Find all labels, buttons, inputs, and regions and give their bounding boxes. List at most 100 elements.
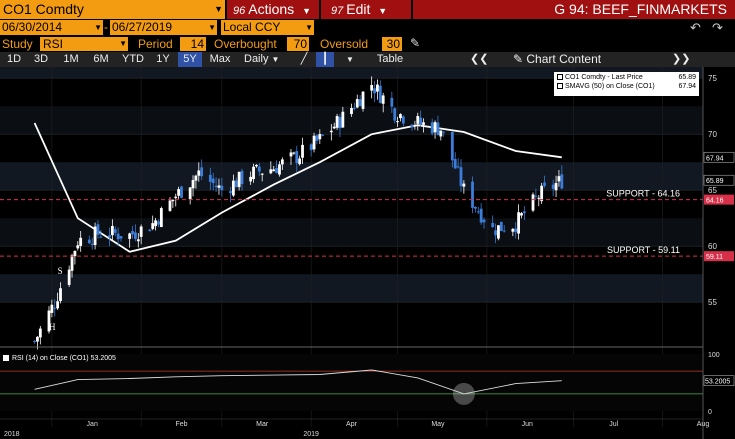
- candle-body: [269, 169, 273, 174]
- undo-icon[interactable]: ↶: [690, 20, 701, 35]
- actions-button[interactable]: 96 Actions ▼: [227, 0, 319, 19]
- frequency-text: Daily: [244, 53, 269, 65]
- range-5y-button[interactable]: 5Y: [178, 52, 202, 67]
- candle-body: [517, 212, 521, 234]
- candle-chart-icon[interactable]: ┃: [316, 52, 334, 67]
- candle-body: [560, 174, 564, 189]
- period-input[interactable]: 14: [180, 37, 206, 51]
- range-1d-button[interactable]: 1D: [6, 53, 22, 65]
- frequency-select[interactable]: Daily ▼: [240, 52, 292, 67]
- date-separator: -: [104, 20, 108, 34]
- candle-body: [419, 117, 423, 125]
- table-button[interactable]: Table: [376, 53, 404, 65]
- rsi-tag: [703, 375, 735, 386]
- candle-body: [174, 196, 178, 199]
- range-1m-button[interactable]: 1M: [63, 53, 79, 65]
- calendar-dropdown-icon[interactable]: ▼: [208, 23, 216, 32]
- candle-body: [390, 97, 394, 107]
- x-year-label: 2018: [4, 431, 20, 438]
- candle-body: [537, 197, 541, 199]
- rsi-tag-label: 53.2005: [705, 379, 730, 386]
- line-chart-icon[interactable]: ╱: [300, 53, 308, 65]
- study-row: Study RSI ▼ Period 14 Overbought 70 Over…: [0, 36, 735, 52]
- price-tag: [704, 251, 734, 262]
- candle-body: [220, 185, 224, 191]
- candle-body: [373, 88, 376, 94]
- expand-right-icon[interactable]: ❯❯: [672, 53, 691, 65]
- title-bar: CO1 Comdty ▼ 96 Actions ▼ 97 Edit ▼ G 94: …: [0, 0, 735, 19]
- rsi-tick-label: 0: [708, 409, 712, 416]
- candle-body: [442, 131, 446, 133]
- chart-content-button[interactable]: ✎ Chart Content: [513, 52, 613, 67]
- pencil-icon[interactable]: ✎: [410, 36, 421, 50]
- candle-body: [534, 195, 538, 197]
- range-6m-button[interactable]: 6M: [93, 53, 109, 65]
- start-date-field[interactable]: 06/30/2014 ▼: [0, 20, 103, 35]
- x-tick-label: Apr: [346, 421, 358, 428]
- candle-body: [543, 182, 546, 187]
- candle-body: [79, 237, 83, 246]
- security-field[interactable]: CO1 Comdty ▼: [0, 0, 225, 19]
- legend-price-row: CO1 Comdty - Last Price 65.89: [557, 72, 699, 83]
- candle-body: [430, 122, 434, 134]
- candle-body: [499, 221, 503, 231]
- candle-body: [96, 224, 100, 235]
- candle-body: [338, 117, 342, 129]
- candle-body: [70, 255, 74, 271]
- range-1y-button[interactable]: 1Y: [156, 53, 170, 65]
- candle-body: [341, 111, 345, 128]
- collapse-left-icon[interactable]: ❮❮: [470, 53, 489, 65]
- candle-body: [38, 328, 42, 338]
- edit-button[interactable]: 97 Edit ▼: [321, 0, 411, 19]
- candle-body: [318, 133, 322, 140]
- chart-type-dropdown-icon[interactable]: ▼: [346, 55, 354, 64]
- rsi-legend: RSI (14) on Close (CO1) 53.2005: [3, 355, 116, 362]
- candle-body: [352, 107, 356, 109]
- oversold-input[interactable]: 30: [382, 37, 402, 51]
- calendar-dropdown-icon[interactable]: ▼: [94, 23, 102, 32]
- chart-legend: CO1 Comdty - Last Price 65.89 SMAVG (50) …: [554, 72, 699, 96]
- actions-label: Actions: [248, 1, 295, 17]
- candle-body: [67, 269, 71, 285]
- study-select[interactable]: RSI ▼: [40, 37, 128, 51]
- redo-icon[interactable]: ↷: [712, 20, 723, 35]
- chevron-down-icon[interactable]: ▼: [119, 39, 127, 48]
- candle-body: [514, 228, 518, 233]
- legend-sma-value: 67.94: [678, 83, 696, 90]
- range-3d-button[interactable]: 3D: [33, 53, 49, 65]
- legend-sma-label: SMAVG (50) on Close (CO1): [565, 83, 655, 90]
- grid-band: [0, 162, 703, 191]
- candle-body: [401, 116, 405, 124]
- candle-body: [278, 164, 281, 175]
- chart-toolbar: 1D 3D 1M 6M YTD 1Y 5Y Max Daily ▼ ╱ ┃ ▼ …: [0, 52, 735, 67]
- price-tag-label: 64.16: [706, 198, 724, 205]
- price-tag-label: 65.89: [706, 178, 724, 185]
- y-tick-label: 55: [708, 298, 717, 307]
- candle-body: [59, 288, 62, 301]
- candle-body: [332, 126, 336, 129]
- candle-body: [234, 180, 238, 188]
- candle-body: [376, 84, 379, 92]
- candle-body: [393, 108, 397, 121]
- candle-body: [188, 187, 192, 200]
- candle-body: [396, 121, 399, 123]
- title-fill: G 94: BEEF_FINMARKETS: [413, 0, 735, 19]
- overbought-input[interactable]: 70: [287, 37, 309, 51]
- y-tick-label: 65: [708, 186, 717, 195]
- price-chart[interactable]: SUPPORT - 64.16 SUPPORT - 59.11 S H 55 60 65 7…: [0, 67, 735, 439]
- rsi-legend-swatch: [3, 355, 9, 362]
- range-ytd-button[interactable]: YTD: [122, 53, 144, 65]
- chevron-down-icon: ▼: [378, 6, 388, 16]
- candle-body: [108, 235, 111, 238]
- currency-field[interactable]: Local CCY ▼: [221, 20, 314, 35]
- end-date-field[interactable]: 06/27/2019 ▼: [110, 20, 217, 35]
- range-max-button[interactable]: Max: [209, 53, 231, 65]
- chevron-down-icon[interactable]: ▼: [305, 23, 313, 32]
- candle-body: [433, 122, 437, 133]
- legend-sma-swatch: [557, 83, 563, 90]
- chevron-down-icon[interactable]: ▼: [214, 4, 223, 14]
- chart-content-icon: ✎: [513, 52, 527, 66]
- candle-body: [33, 340, 36, 342]
- candle-body: [237, 171, 241, 188]
- rsi-panel-bg: [0, 354, 703, 411]
